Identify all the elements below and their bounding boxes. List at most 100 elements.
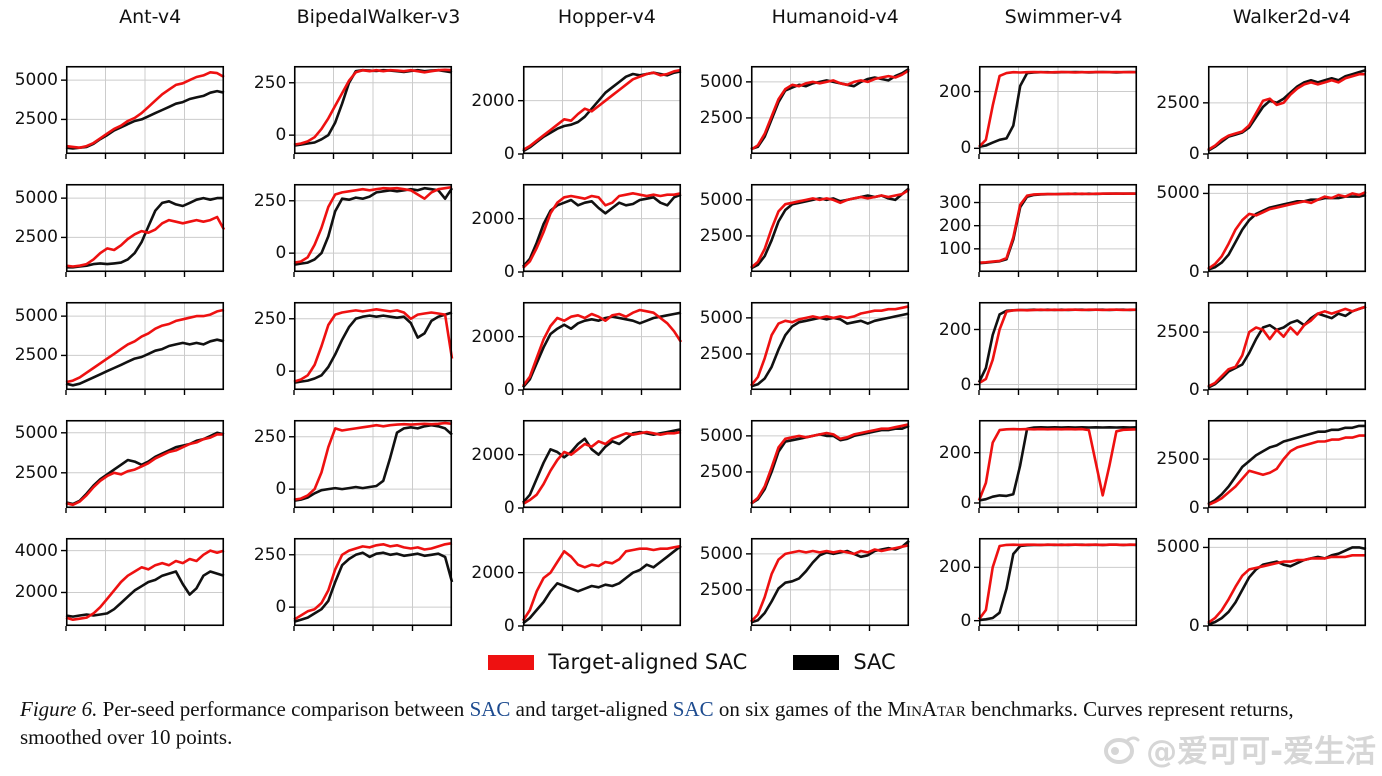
subplot-humanoid-v4-seed3: 2500 5000 <box>693 301 919 395</box>
plot-canvas <box>61 419 225 513</box>
subplot-title: Swimmer-v4 <box>1004 6 1123 28</box>
plot-canvas <box>517 419 681 513</box>
y-tick-label: 5000 <box>14 70 58 91</box>
y-axis-labels: 2500 5000 <box>693 66 751 154</box>
plot-canvas <box>517 301 682 395</box>
y-tick-label: 5000 <box>699 307 743 328</box>
y-tick-label: 5000 <box>1156 183 1200 204</box>
subplot-walker2d-v4-seed3: 0 2500 <box>1150 301 1376 400</box>
y-tick-label: 250 <box>253 544 287 565</box>
y-tick-label: 0 <box>503 262 515 282</box>
y-tick-label: 2500 <box>14 462 58 483</box>
plot-canvas <box>1202 419 1366 513</box>
y-tick-label: 250 <box>253 72 287 93</box>
series-line-target-aligned-sac <box>750 543 910 623</box>
subplot-title: Humanoid-v4 <box>771 6 899 28</box>
plot-frame <box>750 183 910 273</box>
series-line-sac <box>1207 546 1366 626</box>
plot-frame <box>65 183 225 273</box>
subplot-ant-v4-seed1: 2500 5000 <box>8 65 234 159</box>
series-line-sac <box>294 423 454 502</box>
subplot-grid: Ant-v4 BipedalWalker-v3 Hopper-v4 Humanoid-… <box>8 6 1376 636</box>
plot-frame <box>979 419 1138 509</box>
subplot-title: Walker2d-v4 <box>1232 6 1351 28</box>
series-line-target-aligned-sac <box>750 69 910 151</box>
series-line-target-aligned-sac <box>978 308 1138 385</box>
subplot-title: Hopper-v4 <box>557 6 656 28</box>
y-axis-labels: 0 5000 <box>1150 537 1208 636</box>
y-tick-label: 200 <box>938 215 972 236</box>
series-line-target-aligned-sac <box>1206 72 1366 152</box>
y-tick-label: 250 <box>253 426 287 447</box>
y-tick-label: 0 <box>275 125 287 146</box>
y-tick-label: 5000 <box>699 71 743 92</box>
plot-canvas <box>517 183 682 277</box>
series-line-target-aligned-sac <box>1206 553 1366 624</box>
plot-frame <box>522 301 681 391</box>
y-axis-labels: 0 200 <box>921 538 979 630</box>
subplot-ant-v4-seed2: 2500 5000 <box>8 183 234 277</box>
y-tick-label: 5000 <box>14 188 58 209</box>
series-line-target-aligned-sac <box>749 305 910 387</box>
plot-frame <box>65 537 225 627</box>
plot-canvas <box>745 301 910 395</box>
y-axis-labels: 2500 5000 <box>693 184 751 272</box>
y-tick-label: 2500 <box>699 343 743 364</box>
plot-frame <box>294 183 453 273</box>
series-line-target-aligned-sac <box>294 68 453 146</box>
caption-text: on six games of the <box>713 697 888 721</box>
series-line-target-aligned-sac <box>521 308 682 387</box>
subplot-humanoid-v4-seed2: 2500 5000 <box>693 183 919 277</box>
series-line-target-aligned-sac <box>65 433 224 507</box>
legend-label-sac: SAC <box>853 650 896 674</box>
series-line-sac <box>750 424 910 505</box>
plot-canvas <box>745 537 910 631</box>
caption-text: and target-aligned <box>510 697 673 721</box>
plot-frame <box>294 301 453 391</box>
plot-frame <box>979 301 1138 391</box>
plot-frame <box>522 65 681 155</box>
series-line-sac <box>65 338 225 387</box>
figure-legend: Target-aligned SAC SAC <box>8 650 1376 674</box>
y-tick-label: 2500 <box>1156 322 1200 343</box>
y-tick-label: 100 <box>938 238 972 259</box>
series-line-sac <box>293 551 454 624</box>
legend-label-target-aligned-sac: Target-aligned SAC <box>548 650 748 674</box>
plot-frame <box>979 537 1138 627</box>
y-tick-label: 2500 <box>14 109 58 130</box>
plot-canvas <box>61 301 225 395</box>
series-line-target-aligned-sac <box>294 185 453 264</box>
series-line-sac <box>1207 424 1366 506</box>
y-tick-label: 0 <box>275 361 287 382</box>
series-line-target-aligned-sac <box>1207 434 1366 507</box>
plot-frame <box>1207 419 1366 509</box>
series-line-target-aligned-sac <box>1206 190 1367 270</box>
y-tick-label: 200 <box>938 319 972 340</box>
y-axis-labels: 100 200 300 <box>921 184 979 272</box>
subplot-hopper-v4-seed1: 0 2000 <box>465 65 691 164</box>
y-tick-label: 2000 <box>471 90 515 111</box>
series-line-sac <box>750 312 910 388</box>
plot-frame <box>522 419 681 509</box>
y-axis-labels: 0 5000 <box>1150 183 1208 282</box>
subplot-swimmer-v4-seed4: 0 200 <box>921 419 1147 513</box>
y-axis-labels: 0 2000 <box>465 66 523 164</box>
caption-citation-link[interactable]: SAC <box>469 697 511 721</box>
y-tick-label: 5000 <box>14 306 58 327</box>
caption-text: MinAtar <box>887 697 966 721</box>
y-tick-label: 5000 <box>699 189 743 210</box>
subplot-bipedalwalker-v3-seed3: 0 250 <box>236 301 462 395</box>
plot-canvas <box>745 183 910 277</box>
subplot-hopper-v4-seed5: 0 2000 <box>465 537 691 636</box>
series-line-target-aligned-sac <box>65 308 225 384</box>
subplot-title: BipedalWalker-v3 <box>296 6 461 28</box>
caption-citation-link[interactable]: SAC <box>672 697 714 721</box>
y-tick-label: 5000 <box>699 543 743 564</box>
subplot-bipedalwalker-v3-seed2: 0 250 <box>236 183 462 277</box>
y-tick-label: 250 <box>253 190 287 211</box>
series-line-target-aligned-sac <box>978 543 1138 621</box>
plot-canvas <box>517 65 681 159</box>
figure-caption: Figure 6. Per-seed performance compariso… <box>20 696 1366 751</box>
plot-canvas <box>289 65 453 159</box>
series-line-sac <box>294 186 454 266</box>
